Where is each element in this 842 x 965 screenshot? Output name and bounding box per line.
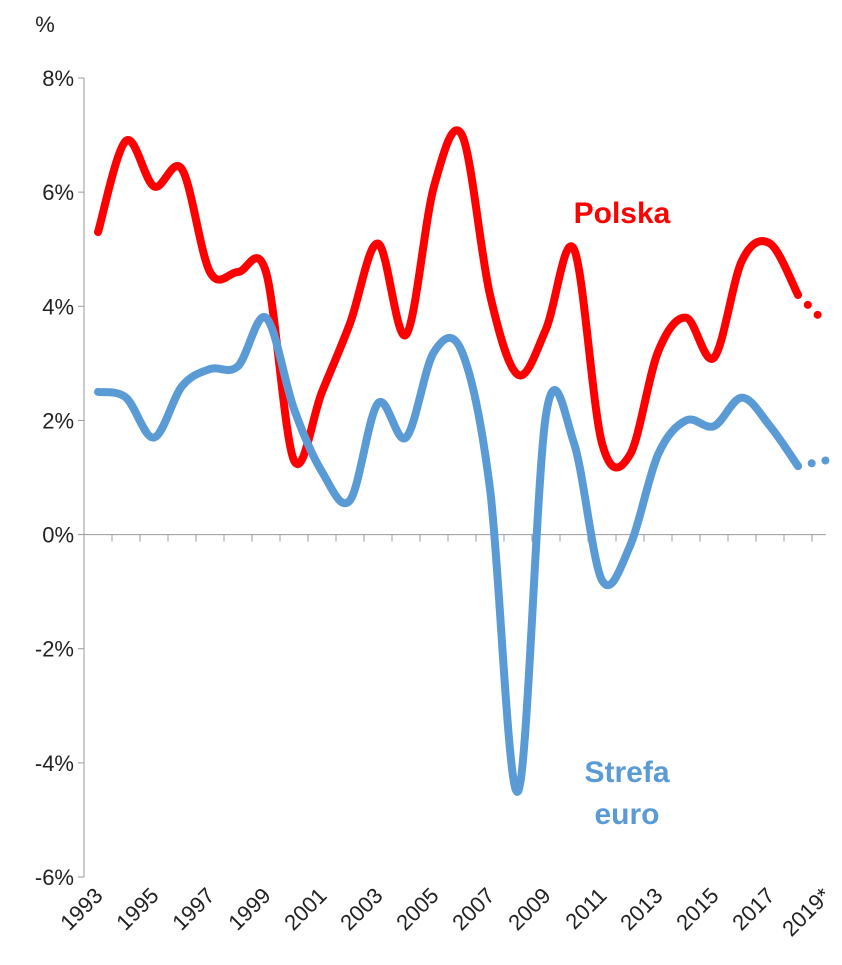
x-tick-label: 2007 <box>447 883 499 935</box>
x-tick-label: 1997 <box>167 883 219 935</box>
x-tick-label: 1995 <box>111 883 163 935</box>
forecast-segment <box>794 290 830 328</box>
y-tick-label: 8% <box>42 66 74 91</box>
y-tick-label: -4% <box>35 751 74 776</box>
series-label: Strefa euro <box>584 756 670 831</box>
x-tick-label: 2001 <box>279 883 331 935</box>
series-line <box>94 126 802 472</box>
x-tick-label: 2013 <box>615 883 667 935</box>
y-axis-label: % <box>35 12 55 37</box>
y-tick-label: -6% <box>35 865 74 890</box>
x-tick-label: 1993 <box>55 883 107 935</box>
x-tick-label: 2005 <box>391 883 443 935</box>
series-label: Polska <box>573 197 671 230</box>
x-tick-label: 2017 <box>727 883 779 935</box>
x-tick-label: 2003 <box>335 883 387 935</box>
forecast-segment <box>794 456 830 471</box>
y-tick-label: -2% <box>35 637 74 662</box>
y-tick-label: 6% <box>42 180 74 205</box>
y-tick-label: 2% <box>42 408 74 433</box>
x-tick-label: 2015 <box>671 883 723 935</box>
y-tick-label: 4% <box>42 294 74 319</box>
y-tick-label: 0% <box>42 523 74 548</box>
x-tick-label: 2009 <box>503 883 555 935</box>
series-line <box>94 313 802 796</box>
x-tick-label: 2011 <box>560 883 611 934</box>
x-tick-label: 2019* <box>777 883 836 942</box>
x-tick-label: 1999 <box>223 883 275 935</box>
